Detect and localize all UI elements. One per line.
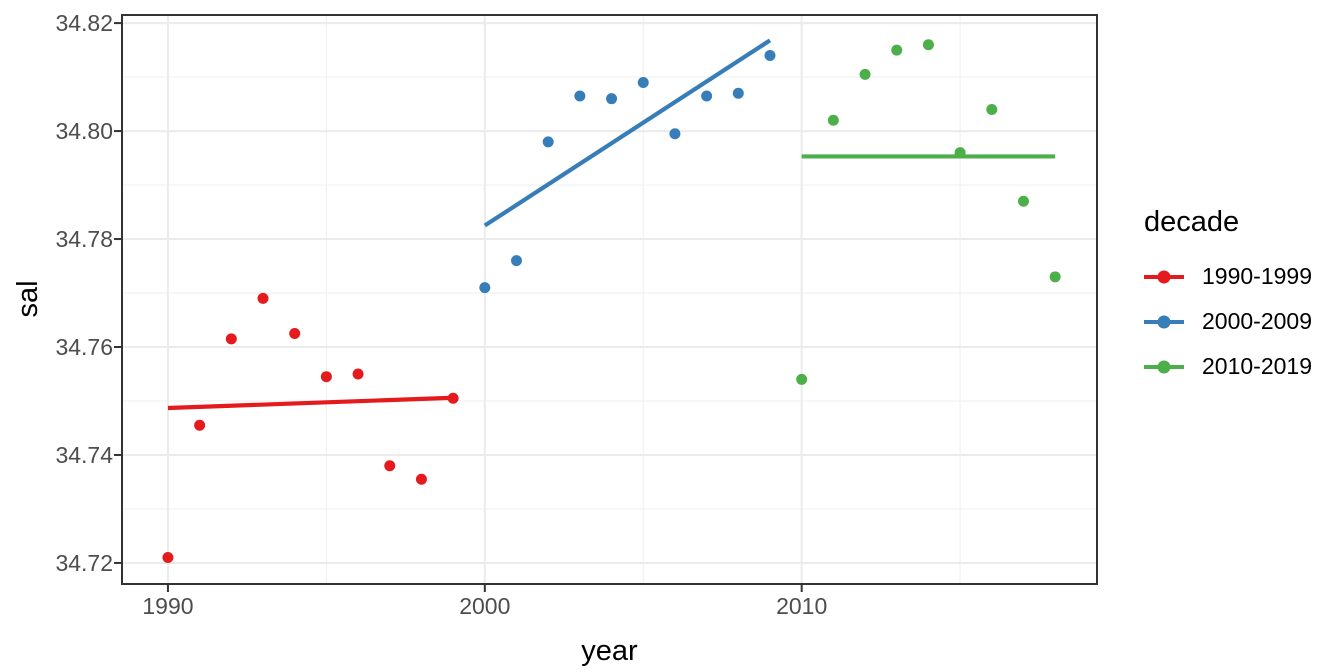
data-point-2000-2009 — [606, 93, 618, 105]
data-point-2010-2019 — [986, 103, 998, 115]
data-point-2010-2019 — [891, 44, 903, 56]
data-point-1990-1999 — [194, 419, 206, 431]
x-tick-label: 2010 — [776, 593, 827, 619]
legend-key-dot — [1157, 360, 1171, 373]
y-tick-label: 34.72 — [55, 550, 113, 576]
legend-key-dot — [1157, 315, 1171, 328]
data-point-2010-2019 — [859, 68, 871, 80]
legend-item-1990-1999: 1990-1999 — [1144, 254, 1312, 299]
legend-key-dot — [1157, 270, 1171, 283]
y-tick-label: 34.82 — [55, 10, 113, 36]
legend-item-label: 2010-2019 — [1202, 353, 1312, 379]
data-point-2010-2019 — [827, 114, 839, 126]
trend-line-1990-1999 — [167, 395, 454, 411]
data-point-1990-1999 — [352, 368, 364, 380]
y-tick-label: 34.76 — [55, 334, 113, 360]
data-point-2000-2009 — [637, 76, 649, 88]
data-point-2010-2019 — [1049, 271, 1061, 283]
data-point-2000-2009 — [479, 282, 491, 294]
legend-item-2010-2019: 2010-2019 — [1144, 344, 1312, 389]
legend-item-label: 1990-1999 — [1202, 263, 1312, 289]
data-point-1990-1999 — [225, 333, 237, 345]
data-point-1990-1999 — [289, 328, 301, 340]
legend-key-icon — [1144, 269, 1184, 285]
data-point-1990-1999 — [384, 460, 396, 472]
data-point-2010-2019 — [922, 39, 934, 51]
data-point-2000-2009 — [574, 90, 586, 102]
trend-line-2000-2009 — [483, 38, 772, 228]
panel-border — [121, 14, 1098, 585]
legend-key-icon — [1144, 359, 1184, 375]
x-tick-label: 2000 — [459, 593, 510, 619]
y-axis-title: sal — [12, 280, 44, 318]
legend-title: decade — [1144, 206, 1240, 238]
y-tick-label: 34.80 — [55, 118, 113, 144]
data-point-2000-2009 — [542, 136, 554, 148]
data-point-1990-1999 — [415, 473, 427, 485]
legend-item-2000-2009: 2000-2009 — [1144, 299, 1312, 344]
legend-key-icon — [1144, 314, 1184, 330]
data-point-2010-2019 — [1017, 195, 1029, 207]
y-tick-label: 34.78 — [55, 226, 113, 252]
data-point-2000-2009 — [732, 87, 744, 99]
data-point-2000-2009 — [669, 128, 681, 140]
data-point-1990-1999 — [257, 292, 269, 304]
x-tick-label: 1990 — [142, 593, 193, 619]
legend-items: 1990-1999 2000-2009 2010-2019 — [1144, 254, 1312, 389]
data-point-2000-2009 — [701, 90, 713, 102]
data-point-2000-2009 — [510, 255, 522, 267]
legend: decade 1990-1999 2000-2009 2010-2019 — [1144, 206, 1312, 389]
data-point-1990-1999 — [162, 552, 174, 564]
y-tick-label: 34.74 — [55, 442, 113, 468]
x-axis-title: year — [581, 635, 638, 667]
legend-item-label: 2000-2009 — [1202, 308, 1312, 334]
data-point-2010-2019 — [796, 373, 808, 385]
data-point-2000-2009 — [764, 49, 776, 61]
data-point-1990-1999 — [320, 371, 332, 383]
